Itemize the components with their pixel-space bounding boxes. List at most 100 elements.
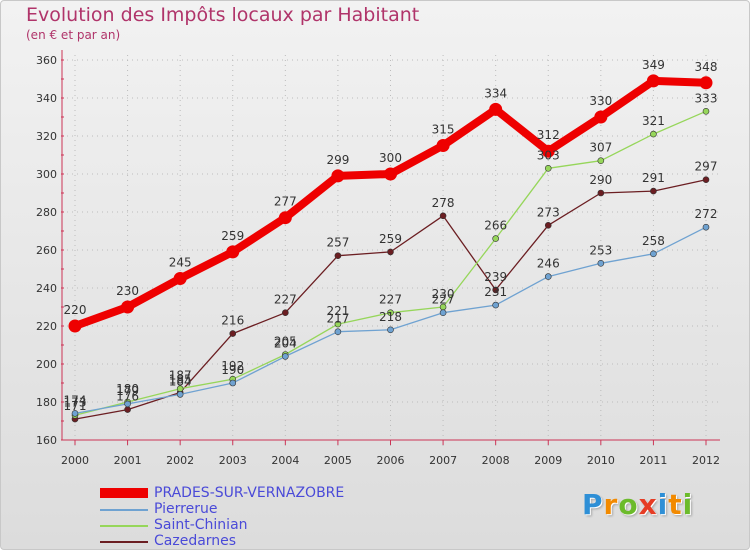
point-pierrerue-2008	[492, 301, 499, 309]
data-label-saint-chinian-2009: 303	[537, 148, 560, 162]
point-prades-sur-vernazobre-2009	[541, 144, 555, 158]
logo-letter: P	[582, 488, 604, 521]
point-cazedarnes-2001	[124, 406, 131, 413]
point-cazedarnes-2003	[229, 330, 237, 337]
data-label-saint-chinian-2006: 227	[379, 293, 402, 307]
x-tick-label-2007: 2007	[429, 454, 457, 467]
point-prades-sur-vernazobre-2000	[68, 319, 82, 333]
y-tick-label-300: 300	[36, 168, 57, 181]
data-label-cazedarnes-2000: 171	[64, 399, 87, 413]
point-pierrerue-2011	[650, 250, 657, 258]
y-tick-label-360: 360	[36, 54, 57, 67]
data-label-cazedarnes-2007: 278	[432, 196, 455, 210]
data-label-prades-sur-vernazobre-2005: 299	[326, 153, 349, 167]
point-prades-sur-vernazobre-2007	[436, 139, 450, 152]
x-tick-label-2001: 2001	[114, 454, 142, 467]
point-pierrerue-2001	[124, 400, 131, 408]
legend-label-cazedarnes: Cazedarnes	[154, 533, 237, 549]
y-tick-label-180: 180	[36, 396, 57, 409]
data-label-saint-chinian-2007: 230	[432, 287, 455, 301]
point-prades-sur-vernazobre-2003	[226, 245, 240, 259]
data-label-cazedarnes-2004: 227	[274, 293, 297, 307]
data-label-pierrerue-2004: 204	[274, 336, 297, 350]
data-label-saint-chinian-2002: 187	[169, 369, 192, 383]
data-label-prades-sur-vernazobre-2000: 220	[64, 303, 87, 317]
data-label-pierrerue-2007: 227	[432, 293, 455, 307]
y-tick-label-240: 240	[36, 282, 57, 295]
data-label-cazedarnes-2011: 291	[642, 171, 665, 185]
data-label-cazedarnes-2003: 216	[221, 314, 244, 328]
point-saint-chinian-2009	[544, 165, 552, 172]
data-label-saint-chinian-2003: 192	[221, 359, 244, 373]
y-tick-label-220: 220	[36, 320, 57, 333]
data-label-cazedarnes-2001: 176	[116, 390, 139, 404]
point-cazedarnes-2009	[544, 222, 552, 229]
point-saint-chinian-2010	[597, 157, 605, 164]
data-label-cazedarnes-2010: 290	[589, 173, 612, 187]
point-saint-chinian-2011	[650, 130, 657, 138]
logo-letter: x	[638, 488, 658, 521]
point-pierrerue-2004	[282, 353, 289, 360]
data-label-pierrerue-2001: 179	[116, 384, 139, 398]
point-saint-chinian-2006	[387, 309, 394, 317]
x-tick-label-2011: 2011	[639, 454, 667, 467]
x-tick-label-2000: 2000	[61, 454, 89, 467]
data-label-pierrerue-2000: 174	[64, 393, 87, 407]
logo-letter: r	[603, 488, 619, 521]
data-label-cazedarnes-2005: 257	[326, 236, 349, 250]
data-label-saint-chinian-2008: 266	[484, 219, 507, 233]
point-cazedarnes-2012	[702, 176, 710, 183]
data-label-prades-sur-vernazobre-2002: 245	[169, 256, 192, 270]
chart-subtitle: (en € et par an)	[26, 28, 121, 42]
point-pierrerue-2005	[334, 328, 342, 336]
point-pierrerue-2002	[176, 391, 184, 398]
data-label-pierrerue-2002: 184	[169, 374, 192, 388]
chart-title: Evolution des Impôts locaux par Habitant	[26, 4, 420, 26]
data-label-pierrerue-2009: 246	[537, 257, 560, 271]
y-tick-label-340: 340	[36, 92, 57, 105]
data-label-prades-sur-vernazobre-2010: 330	[589, 94, 612, 108]
data-label-prades-sur-vernazobre-2001: 230	[116, 284, 139, 298]
point-prades-sur-vernazobre-2004	[278, 211, 292, 225]
data-label-prades-sur-vernazobre-2012: 348	[695, 60, 718, 74]
point-pierrerue-2007	[439, 309, 447, 317]
point-cazedarnes-2004	[282, 309, 289, 317]
data-label-prades-sur-vernazobre-2008: 334	[484, 86, 507, 100]
x-tick-label-2006: 2006	[377, 454, 405, 467]
data-label-pierrerue-2011: 258	[642, 234, 665, 248]
legend-swatch-cazedarnes	[100, 541, 148, 543]
x-tick-label-2004: 2004	[271, 454, 299, 467]
data-label-cazedarnes-2006: 259	[379, 232, 402, 246]
point-cazedarnes-2010	[597, 189, 605, 197]
point-pierrerue-2009	[544, 273, 552, 280]
point-prades-sur-vernazobre-2011	[646, 74, 660, 88]
point-pierrerue-2003	[229, 379, 237, 387]
x-tick-label-2005: 2005	[324, 454, 352, 467]
legend-swatch-prades	[100, 488, 148, 498]
data-label-pierrerue-2008: 231	[484, 285, 507, 299]
x-tick-label-2010: 2010	[587, 454, 615, 467]
data-label-cazedarnes-2009: 273	[537, 205, 560, 219]
legend-label-prades: PRADES-SUR-VERNAZOBRE	[154, 485, 345, 501]
point-saint-chinian-2012	[702, 108, 710, 115]
point-cazedarnes-2005	[334, 252, 342, 259]
data-label-saint-chinian-2010: 307	[589, 141, 612, 155]
point-pierrerue-2006	[387, 326, 394, 334]
data-label-prades-sur-vernazobre-2009: 312	[537, 128, 560, 142]
point-prades-sur-vernazobre-2006	[384, 167, 397, 181]
logo-letter: o	[618, 488, 639, 521]
data-label-prades-sur-vernazobre-2007: 315	[432, 123, 455, 137]
proxiti-logo: Proxiti	[582, 488, 693, 521]
logo-letter: t	[668, 488, 683, 521]
data-label-prades-sur-vernazobre-2011: 349	[642, 58, 665, 72]
data-label-prades-sur-vernazobre-2003: 259	[221, 229, 244, 243]
point-pierrerue-2000	[71, 410, 79, 417]
y-tick-label-280: 280	[36, 206, 57, 219]
point-prades-sur-vernazobre-2002	[173, 272, 187, 285]
point-prades-sur-vernazobre-2005	[331, 169, 345, 183]
data-label-saint-chinian-2004: 205	[274, 335, 297, 349]
data-label-pierrerue-2006: 218	[379, 310, 402, 324]
point-prades-sur-vernazobre-2001	[121, 300, 135, 314]
point-cazedarnes-2006	[387, 248, 394, 256]
